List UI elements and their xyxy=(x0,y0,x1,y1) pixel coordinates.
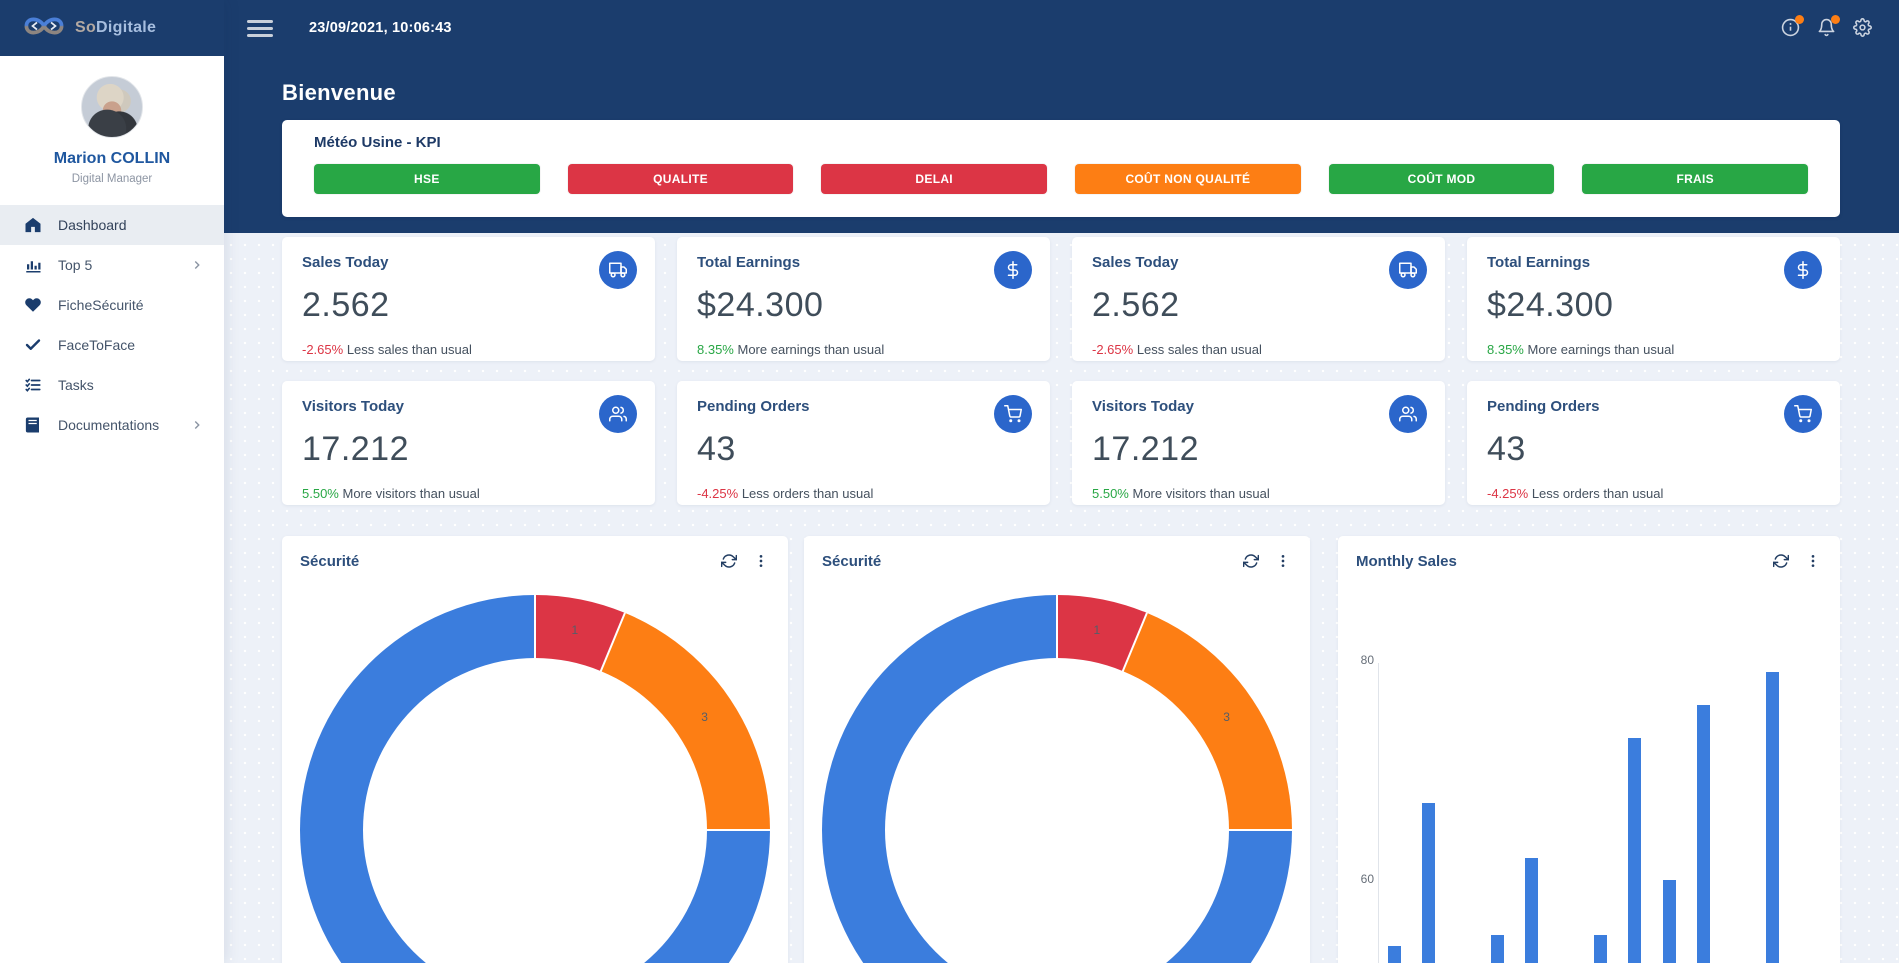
sidebar-item-tasks[interactable]: Tasks xyxy=(0,365,224,405)
brand-name: SoDigitale xyxy=(75,19,157,36)
sodigitale-logo-icon xyxy=(22,11,66,46)
refresh-icon[interactable] xyxy=(1772,552,1790,570)
chevron-right-icon xyxy=(190,258,204,272)
delta-badge: -2.65% xyxy=(302,342,344,357)
y-axis-tick: 60 xyxy=(1360,872,1374,886)
book-icon xyxy=(24,416,42,434)
stat-card-visitors-today: Visitors Today 17.212 5.50% More visitor… xyxy=(282,381,655,505)
bar xyxy=(1388,945,1401,963)
sidebar-item-fichesecurite[interactable]: FicheSécurité xyxy=(0,285,224,325)
bar xyxy=(1765,671,1779,963)
task-list-icon xyxy=(24,376,42,394)
y-axis-tick: 80 xyxy=(1360,653,1374,667)
delta-badge: 5.50% xyxy=(1092,486,1129,501)
kpi-button-delai[interactable]: DELAI xyxy=(821,164,1048,194)
bar xyxy=(1490,934,1504,963)
truck-icon xyxy=(599,251,637,289)
home-icon xyxy=(24,216,42,234)
refresh-icon[interactable] xyxy=(1242,552,1260,570)
bar xyxy=(1593,934,1607,963)
cart-icon xyxy=(1784,395,1822,433)
chevron-right-icon xyxy=(190,418,204,432)
sidebar-nav: Dashboard Top 5 FicheSécurité xyxy=(0,205,224,445)
sidebar-item-top5[interactable]: Top 5 xyxy=(0,245,224,285)
delta-badge: 5.50% xyxy=(302,486,339,501)
bar xyxy=(1628,737,1642,963)
kpi-button-cout-non-qualite[interactable]: COÛT NON QUALITÉ xyxy=(1075,164,1301,194)
avatar xyxy=(81,76,143,138)
dollar-icon xyxy=(994,251,1032,289)
delta-badge: -4.25% xyxy=(1487,486,1529,501)
donut-segment-label: 1 xyxy=(571,622,579,637)
stat-card-sales-today: Sales Today 2.562 -2.65% Less sales than… xyxy=(1072,237,1445,361)
kebab-menu-icon[interactable] xyxy=(752,552,770,570)
gear-icon[interactable] xyxy=(1851,17,1873,39)
y-axis-line xyxy=(1378,663,1379,963)
bar xyxy=(1422,803,1436,963)
truck-icon xyxy=(1389,251,1427,289)
sidebar: SoDigitale Marion COLLIN Digital Manager… xyxy=(0,0,224,963)
kpi-button-hse[interactable]: HSE xyxy=(314,164,540,194)
kpi-card-title: Météo Usine - KPI xyxy=(314,134,441,151)
donut-segment-label: 3 xyxy=(701,709,708,724)
sidebar-item-documentations[interactable]: Documentations xyxy=(0,405,224,445)
delta-badge: 8.35% xyxy=(697,342,734,357)
dollar-icon xyxy=(1784,251,1822,289)
refresh-icon[interactable] xyxy=(720,552,738,570)
stat-card-total-earnings: Total Earnings $24.300 8.35% More earnin… xyxy=(1467,237,1840,361)
info-icon[interactable] xyxy=(1779,15,1804,39)
chart-card-monthly-sales: Monthly Sales 80 60 xyxy=(1338,536,1840,963)
brand: SoDigitale xyxy=(0,0,224,56)
kpi-card: Météo Usine - KPI HSE QUALITE DELAI COÛT… xyxy=(282,120,1840,217)
delta-badge: -4.25% xyxy=(697,486,739,501)
sidebar-item-dashboard[interactable]: Dashboard xyxy=(0,205,224,245)
notification-badge xyxy=(1795,15,1804,24)
user-role: Digital Manager xyxy=(71,173,153,185)
bar-chart-icon xyxy=(24,256,42,274)
bar xyxy=(1696,704,1710,963)
stat-card-pending-orders: Pending Orders 43 -4.25% Less orders tha… xyxy=(677,381,1050,505)
notification-badge xyxy=(1831,15,1840,24)
stat-card-total-earnings: Total Earnings $24.300 8.35% More earnin… xyxy=(677,237,1050,361)
donut-segment-label: 3 xyxy=(1223,709,1230,724)
cart-icon xyxy=(994,395,1032,433)
delta-badge: -2.65% xyxy=(1092,342,1134,357)
heart-icon xyxy=(24,296,42,314)
kebab-menu-icon[interactable] xyxy=(1804,552,1822,570)
bar xyxy=(1662,880,1676,963)
kebab-menu-icon[interactable] xyxy=(1274,552,1292,570)
stat-card-pending-orders: Pending Orders 43 -4.25% Less orders tha… xyxy=(1467,381,1840,505)
datetime-display: 23/09/2021, 10:06:43 xyxy=(309,20,452,36)
kpi-button-row: HSE QUALITE DELAI COÛT NON QUALITÉ COÛT … xyxy=(314,164,1809,194)
stat-card-visitors-today: Visitors Today 17.212 5.50% More visitor… xyxy=(1072,381,1445,505)
bell-icon[interactable] xyxy=(1815,15,1840,39)
user-name: Marion COLLIN xyxy=(53,150,171,167)
kpi-button-qualite[interactable]: QUALITE xyxy=(567,164,794,194)
delta-badge: 8.35% xyxy=(1487,342,1524,357)
menu-toggle-icon[interactable] xyxy=(247,16,273,41)
stat-card-sales-today: Sales Today 2.562 -2.65% Less sales than… xyxy=(282,237,655,361)
hero-band: 23/09/2021, 10:06:43 Bienvenue Météo Usi… xyxy=(224,0,1899,233)
page-title: Bienvenue xyxy=(282,80,396,105)
main-area: 23/09/2021, 10:06:43 Bienvenue Météo Usi… xyxy=(224,0,1899,963)
check-icon xyxy=(24,336,42,354)
user-profile: Marion COLLIN Digital Manager xyxy=(0,56,224,185)
kpi-button-cout-mod[interactable]: COÛT MOD xyxy=(1328,164,1555,194)
topbar: 23/09/2021, 10:06:43 xyxy=(224,0,1899,56)
sidebar-item-facetoface[interactable]: FaceToFace xyxy=(0,325,224,365)
kpi-button-frais[interactable]: FRAIS xyxy=(1582,164,1809,194)
users-icon xyxy=(1389,395,1427,433)
stats-grid: Sales Today 2.562 -2.65% Less sales than… xyxy=(224,237,1899,505)
bar xyxy=(1525,858,1539,963)
users-icon xyxy=(599,395,637,433)
donut-segment-label: 1 xyxy=(1093,622,1101,637)
